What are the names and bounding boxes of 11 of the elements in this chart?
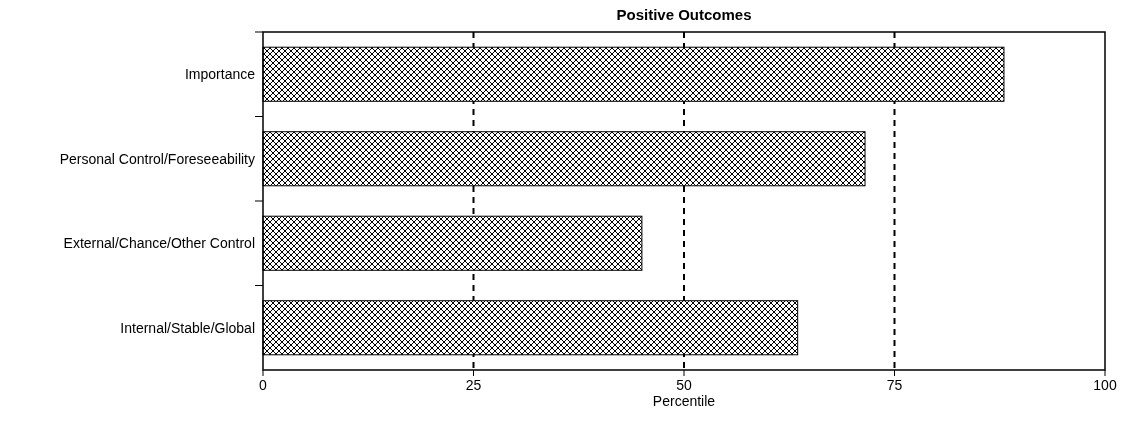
chart-title: Positive Outcomes (616, 6, 752, 23)
y-tick-label: External/Chance/Other Control (63, 235, 255, 252)
x-tick-label: 75 (886, 377, 903, 393)
y-tick-label: Personal Control/Foreseeability (59, 150, 255, 167)
y-tick-label: Importance (184, 66, 256, 83)
y-tick-label: Internal/Stable/Global (120, 319, 255, 336)
x-axis-title: Percentile (652, 393, 716, 409)
x-tick-label: 50 (676, 377, 692, 393)
x-tick-label: 100 (1093, 377, 1117, 393)
x-tick-label: 25 (465, 377, 482, 393)
x-tick-label: 0 (259, 377, 268, 393)
